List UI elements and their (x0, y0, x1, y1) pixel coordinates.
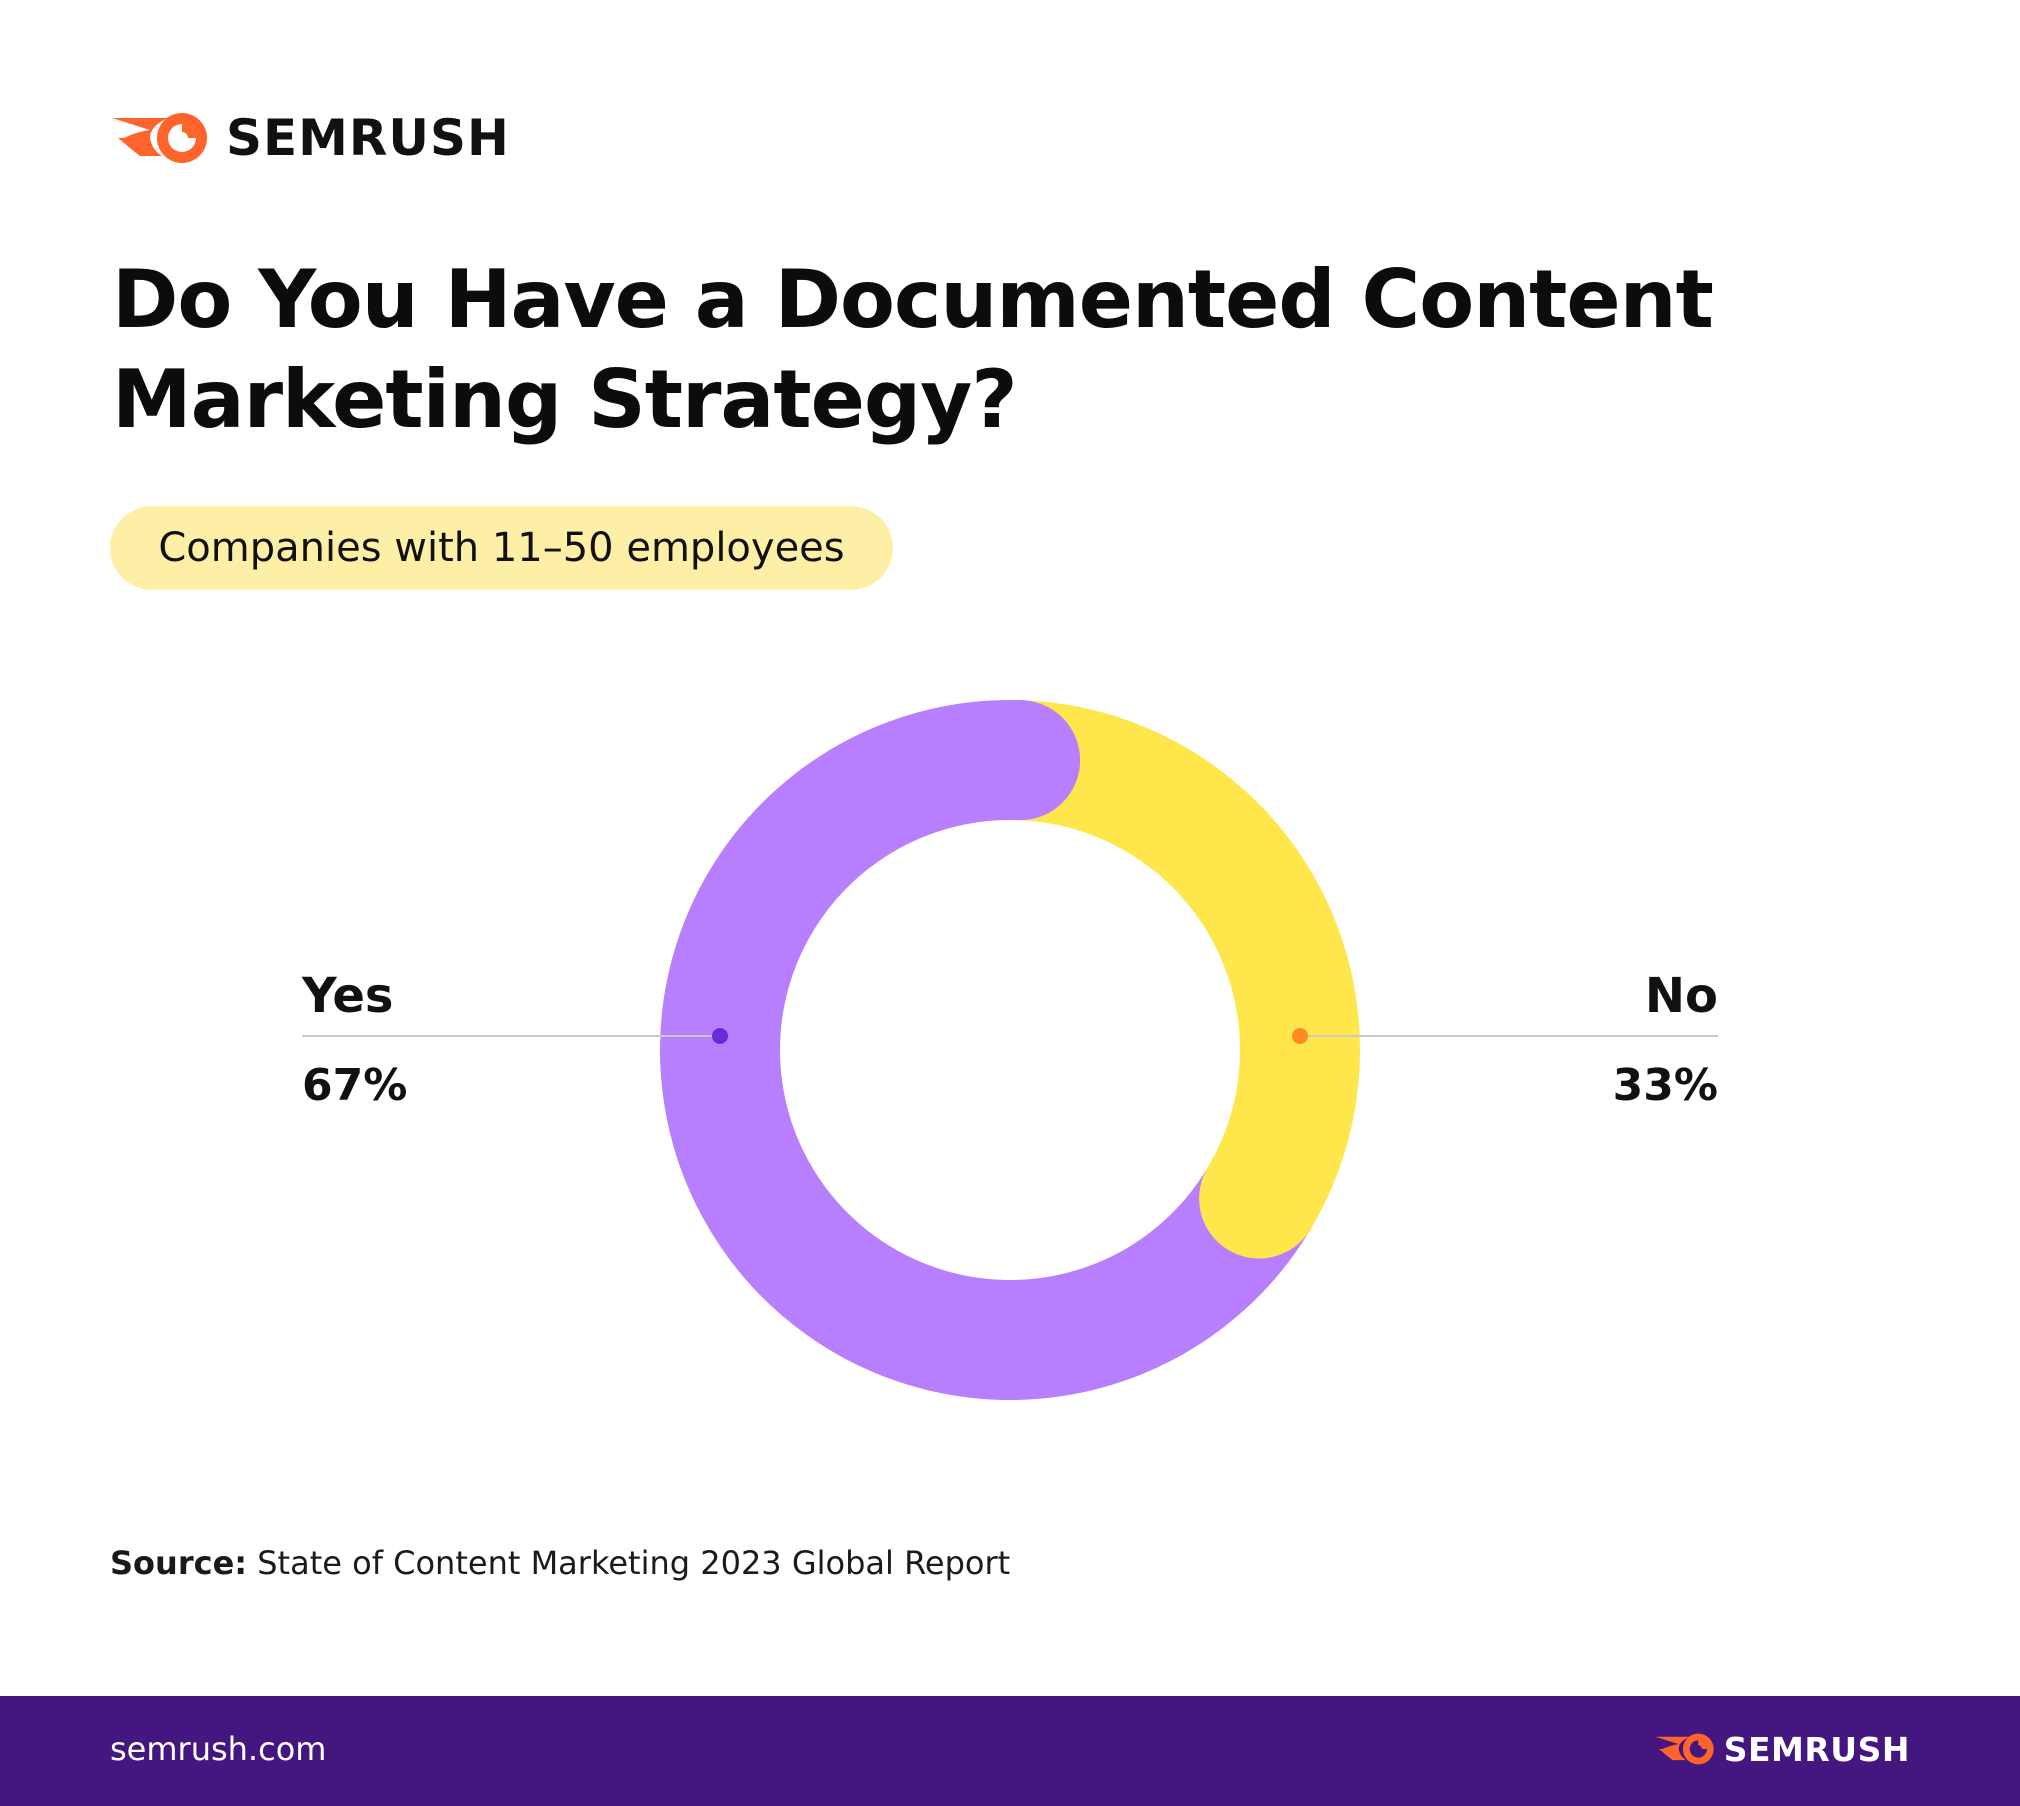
callout-dot-no (1292, 1028, 1308, 1044)
label-yes: Yes (301, 968, 393, 1024)
slice-yes-cap (960, 700, 1081, 821)
value-yes: 67% (302, 1060, 407, 1111)
donut-slices (660, 700, 1360, 1400)
footer-url: semrush.com (110, 1730, 327, 1768)
chart-callouts: Yes 67% No 33% (301, 968, 1718, 1111)
page-title: Do You Have a Documented Content Marketi… (112, 250, 1812, 450)
footer-logo: SEMRUSH (1654, 1729, 1910, 1769)
footer-bar: semrush.com SEMRUSH (0, 1696, 2020, 1806)
value-no: 33% (1613, 1060, 1718, 1111)
semrush-fireball-icon (112, 113, 207, 163)
source-note: Source: State of Content Marketing 2023 … (110, 1544, 1010, 1582)
slice-yes (660, 700, 1311, 1400)
callout-dot-yes (712, 1028, 728, 1044)
slice-no-cap (1199, 1138, 1320, 1259)
semrush-fireball-icon (1654, 1733, 1714, 1765)
segment-pill: Companies with 11–50 employees (110, 506, 893, 590)
source-text: State of Content Marketing 2023 Global R… (257, 1544, 1011, 1582)
title-line-2: Marketing Strategy? (112, 353, 1018, 446)
footer-wordmark: SEMRUSH (1723, 1729, 1910, 1769)
source-prefix: Source: (110, 1544, 248, 1582)
title-line-1: Do You Have a Documented Content (112, 253, 1714, 346)
slice-no (1017, 700, 1360, 1230)
semrush-wordmark: SEMRUSH (226, 109, 510, 167)
semrush-logo: SEMRUSH (110, 108, 510, 168)
label-no: No (1645, 968, 1718, 1024)
